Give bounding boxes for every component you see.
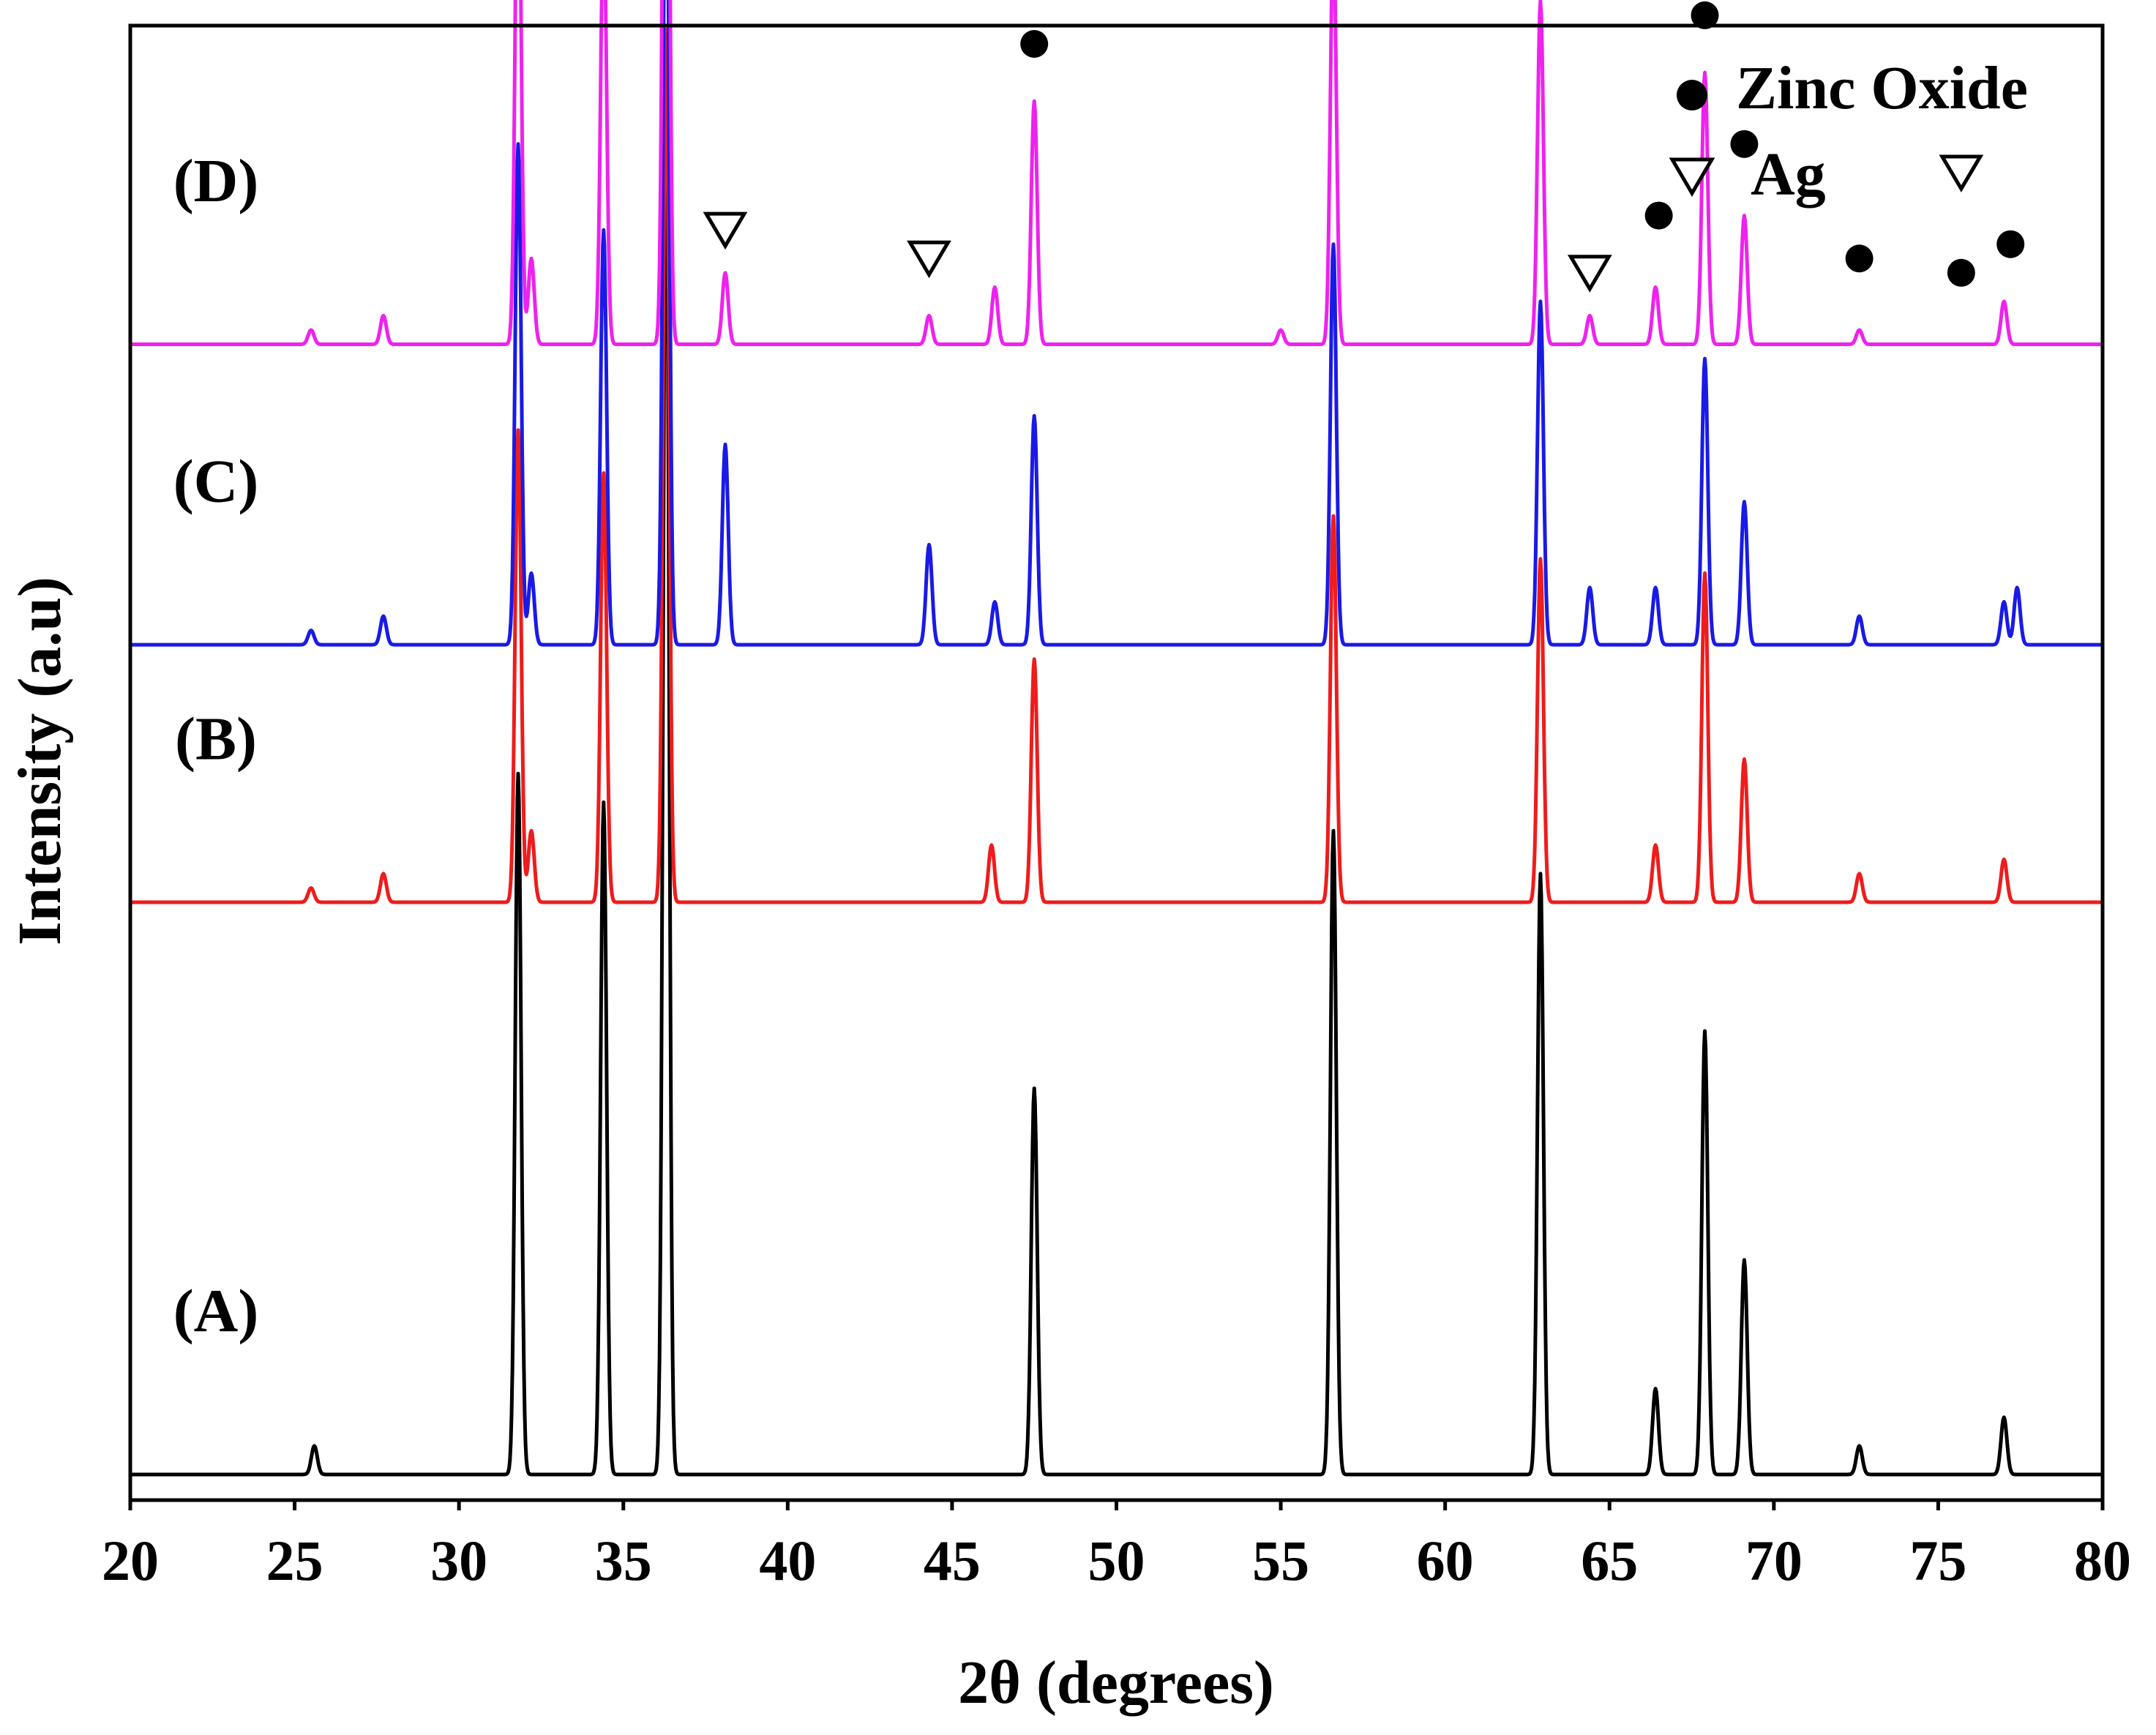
series-line-d — [129, 0, 2104, 346]
legend: Zinc Oxide Ag — [1669, 54, 2028, 209]
series-label-layer: (A) (B) (C) (D) — [173, 147, 259, 1345]
x-tick-label: 65 — [1581, 1529, 1638, 1592]
legend-zinc-oxide-marker — [1677, 80, 1707, 110]
zinc-oxide-marker — [1730, 130, 1759, 158]
ag-marker — [907, 240, 951, 279]
x-tick-label: 40 — [759, 1529, 816, 1592]
zinc-oxide-marker — [1845, 244, 1874, 273]
series-label-c: (C) — [173, 448, 259, 516]
zinc-oxide-marker — [1996, 230, 2025, 258]
x-tick-label: 20 — [102, 1529, 159, 1592]
zinc-oxide-marker — [1020, 30, 1049, 58]
x-tick-label: 60 — [1417, 1529, 1474, 1592]
x-tick-label: 25 — [266, 1529, 323, 1592]
x-tick-label: 35 — [595, 1529, 652, 1592]
ag-marker — [703, 211, 748, 250]
x-tick-label: 70 — [1745, 1529, 1803, 1592]
ag-marker — [1567, 255, 1612, 293]
x-axis: 20 25 30 35 40 45 50 55 60 65 70 75 80 — [102, 1500, 2131, 1592]
legend-ag-marker — [1669, 157, 1715, 197]
zinc-oxide-marker — [1947, 258, 1975, 287]
x-tick-label: 80 — [2074, 1529, 2131, 1592]
series-label-b: (B) — [175, 705, 257, 773]
x-tick-label: 50 — [1088, 1529, 1145, 1592]
x-tick-label: 45 — [924, 1529, 981, 1592]
series-label-d: (D) — [173, 147, 259, 215]
zinc-oxide-marker — [1644, 201, 1673, 230]
series-line-c — [129, 0, 2104, 647]
x-axis-title: 2θ (degrees) — [958, 1649, 1274, 1717]
series-layer — [129, 0, 2104, 1477]
x-tick-label: 30 — [430, 1529, 487, 1592]
legend-zinc-oxide-label: Zinc Oxide — [1736, 54, 2028, 122]
zinc-oxide-marker — [1691, 1, 1719, 29]
x-tick-label: 75 — [1909, 1529, 1966, 1592]
y-axis-title: Intensity (a.u) — [6, 577, 74, 945]
annotation-layer — [703, 1, 2025, 293]
series-line-a — [129, 85, 2104, 1477]
ag-marker — [1939, 154, 1984, 192]
series-label-a: (A) — [173, 1278, 259, 1346]
legend-ag-label: Ag — [1751, 140, 1826, 209]
x-tick-label: 55 — [1252, 1529, 1309, 1592]
series-line-b — [129, 28, 2104, 904]
